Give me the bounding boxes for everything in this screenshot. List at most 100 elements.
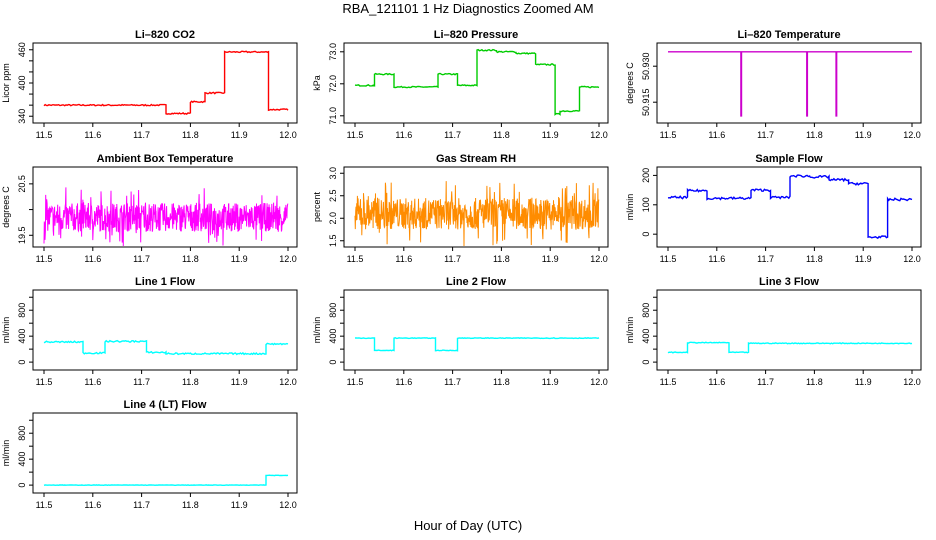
y-tick-label: 72.0 <box>328 75 338 93</box>
y-tick-label: 400 <box>17 452 27 467</box>
x-tick-label: 11.9 <box>855 377 872 387</box>
y-tick-label: 200 <box>641 168 651 183</box>
y-tick-label: 400 <box>328 329 338 344</box>
x-tick-label: 11.8 <box>493 254 510 264</box>
x-tick-label: 11.5 <box>660 254 677 264</box>
x-tick-label: 11.6 <box>395 254 412 264</box>
series-line <box>667 341 913 354</box>
x-tick-label: 11.8 <box>493 130 510 140</box>
y-axis-label: degrees C <box>625 62 635 104</box>
x-tick-label: 11.7 <box>133 500 150 510</box>
y-tick-label: 50.930 <box>641 52 651 80</box>
plot-frame <box>32 166 298 248</box>
panel-1: Li–820 CO2 Licor ppm 340 400 460 11.5 11.6 11.7… <box>1 29 298 140</box>
y-tick-label: 20.5 <box>17 175 27 193</box>
panel-6: Sample Flow ml/min 0 100 200 11.5 11.6 11.7 11.8… <box>625 153 922 264</box>
y-tick-label: 800 <box>17 303 27 318</box>
series-line <box>354 337 600 352</box>
x-tick-label: 11.5 <box>347 130 364 140</box>
panel-title: Li–820 Temperature <box>737 29 840 41</box>
y-axis-label: percent <box>312 191 322 222</box>
x-tick-label: 11.5 <box>36 130 53 140</box>
x-tick-label: 12.0 <box>590 377 608 387</box>
y-tick-label: 800 <box>17 426 27 441</box>
x-tick-label: 12.0 <box>590 254 608 264</box>
plot-frame <box>343 166 609 248</box>
x-tick-label: 11.9 <box>855 254 872 264</box>
x-tick-label: 11.9 <box>855 130 872 140</box>
x-tick-label: 11.8 <box>493 377 510 387</box>
x-tick-label: 11.9 <box>542 130 559 140</box>
x-tick-label: 11.7 <box>133 254 150 264</box>
panel-9: Line 3 Flow ml/min 0 400 800 11.5 11.6 11.7 11.8… <box>625 276 922 387</box>
panel-2: Li–820 Pressure kPa 71.0 72.0 73.0 11.5 11.6 11… <box>312 29 609 140</box>
series-line <box>43 187 289 247</box>
y-axis-label: kPa <box>312 75 322 91</box>
plot-frame <box>32 289 298 371</box>
panel-title: Line 4 (LT) Flow <box>124 399 207 411</box>
y-tick-label: 71.0 <box>328 107 338 125</box>
x-tick-label: 12.0 <box>279 377 297 387</box>
panel-title: Line 3 Flow <box>759 276 819 288</box>
x-tick-label: 11.9 <box>231 377 248 387</box>
panel-10: Line 4 (LT) Flow ml/min 0 400 800 11.5 11.6 11.… <box>1 399 298 510</box>
y-tick-label: 400 <box>17 75 27 90</box>
y-axis-label: ml/min <box>625 317 635 344</box>
x-tick-label: 11.6 <box>395 377 412 387</box>
x-tick-label: 12.0 <box>279 500 297 510</box>
x-tick-label: 11.8 <box>806 254 823 264</box>
x-tick-label: 11.7 <box>757 254 774 264</box>
x-tick-label: 11.6 <box>84 254 101 264</box>
y-tick-label: 2.0 <box>328 212 338 225</box>
y-tick-label: 0 <box>641 232 651 237</box>
x-tick-label: 11.6 <box>395 130 412 140</box>
y-tick-label: 0 <box>641 360 651 365</box>
x-tick-label: 12.0 <box>903 377 921 387</box>
x-tick-label: 11.6 <box>708 130 725 140</box>
x-tick-label: 11.8 <box>182 500 199 510</box>
plot-frame <box>656 289 922 371</box>
x-tick-label: 11.8 <box>182 130 199 140</box>
y-tick-label: 800 <box>641 303 651 318</box>
x-tick-label: 12.0 <box>590 130 608 140</box>
x-tick-label: 11.7 <box>133 130 150 140</box>
plot-frame <box>343 42 609 124</box>
x-tick-label: 11.7 <box>444 254 461 264</box>
x-tick-label: 11.7 <box>757 377 774 387</box>
y-axis-label: ml/min <box>1 440 11 467</box>
x-tick-label: 11.8 <box>806 377 823 387</box>
x-tick-label: 11.9 <box>231 130 248 140</box>
x-tick-label: 11.9 <box>231 500 248 510</box>
panel-title: Gas Stream RH <box>436 153 516 165</box>
y-tick-label: 100 <box>641 197 651 212</box>
plot-frame <box>656 166 922 248</box>
panel-title: Sample Flow <box>755 153 823 165</box>
panel-title: Li–820 CO2 <box>135 29 195 41</box>
x-tick-label: 11.9 <box>542 377 559 387</box>
x-tick-label: 11.7 <box>757 130 774 140</box>
y-axis-label: degrees C <box>1 186 11 228</box>
y-tick-label: 0 <box>17 483 27 488</box>
series-line <box>43 50 289 115</box>
y-tick-label: 3.0 <box>328 167 338 180</box>
x-tick-label: 11.7 <box>444 377 461 387</box>
series-line <box>354 48 600 116</box>
x-tick-label: 11.6 <box>708 377 725 387</box>
panel-title: Line 2 Flow <box>446 276 506 288</box>
y-tick-label: 2.5 <box>328 189 338 202</box>
panel-7: Line 1 Flow ml/min 0 400 800 11.5 11.6 11.7 11.8… <box>1 276 298 387</box>
x-tick-label: 11.5 <box>660 130 677 140</box>
x-tick-label: 12.0 <box>279 254 297 264</box>
panel-8: Line 2 Flow ml/min 0 400 800 11.5 11.6 11.7 11.8… <box>312 276 609 387</box>
x-tick-label: 11.6 <box>708 254 725 264</box>
x-tick-label: 11.7 <box>133 377 150 387</box>
plot-frame <box>343 289 609 371</box>
plot-frame <box>656 42 922 124</box>
panel-title: Line 1 Flow <box>135 276 195 288</box>
x-tick-label: 11.6 <box>84 130 101 140</box>
x-tick-label: 11.9 <box>231 254 248 264</box>
y-axis-label: ml/min <box>1 317 11 344</box>
x-tick-label: 11.8 <box>182 254 199 264</box>
x-tick-label: 11.5 <box>660 377 677 387</box>
